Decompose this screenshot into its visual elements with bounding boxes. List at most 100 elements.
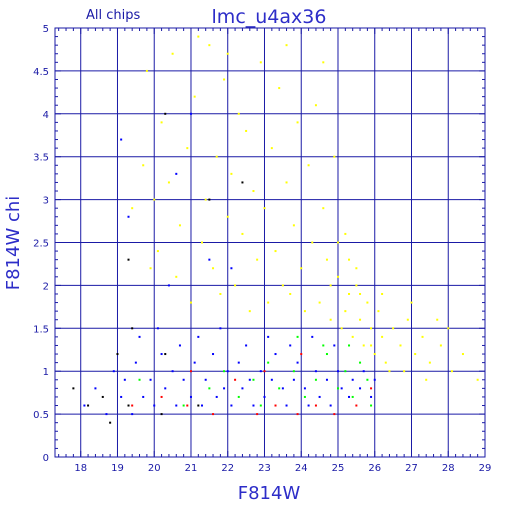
data-point [208, 44, 211, 47]
data-point [248, 310, 251, 313]
data-point [105, 413, 108, 416]
data-point [359, 292, 362, 295]
data-point [234, 378, 237, 381]
data-point [314, 378, 317, 381]
data-point [322, 344, 325, 347]
data-point [274, 404, 277, 407]
data-point [178, 344, 181, 347]
x-tick-label: 25 [332, 463, 345, 474]
data-point [212, 353, 215, 356]
data-point [138, 378, 141, 381]
data-point [311, 241, 314, 244]
data-point [193, 95, 196, 98]
data-point [145, 69, 148, 72]
x-tick-label: 20 [148, 463, 161, 474]
data-point [336, 241, 339, 244]
data-point [292, 224, 295, 227]
data-point [256, 413, 259, 416]
data-point [410, 301, 413, 304]
data-point [167, 284, 170, 287]
data-point [186, 404, 189, 407]
data-point [234, 284, 237, 287]
data-point [447, 327, 450, 330]
data-point [329, 284, 332, 287]
data-point [72, 387, 75, 390]
data-point [348, 395, 351, 398]
data-point [366, 378, 369, 381]
data-point [425, 378, 428, 381]
data-point [134, 361, 137, 364]
data-point [197, 404, 200, 407]
data-point [289, 292, 292, 295]
data-point [153, 198, 156, 201]
data-point [120, 138, 123, 141]
data-point [263, 370, 266, 373]
data-point [230, 172, 233, 175]
data-point [83, 404, 86, 407]
data-point [340, 327, 343, 330]
y-tick-label: 0 [43, 453, 49, 464]
data-point [370, 327, 373, 330]
x-tick-label: 29 [479, 463, 492, 474]
data-point [201, 241, 204, 244]
data-point [142, 395, 145, 398]
data-point [149, 267, 152, 270]
data-point [226, 370, 229, 373]
data-point [245, 129, 248, 132]
data-point [212, 413, 215, 416]
data-point [259, 370, 262, 373]
data-point [289, 344, 292, 347]
data-point [281, 284, 284, 287]
data-point [281, 387, 284, 390]
data-point [436, 318, 439, 321]
data-point [175, 404, 178, 407]
x-tick-label: 21 [185, 463, 198, 474]
data-point [303, 387, 306, 390]
data-point [373, 353, 376, 356]
chart-title: lmc_u4ax36 [212, 6, 327, 28]
data-point [267, 361, 270, 364]
y-tick-label: 2.5 [33, 239, 49, 250]
data-point [223, 370, 226, 373]
data-point [333, 155, 336, 158]
data-point [292, 370, 295, 373]
data-point [252, 190, 255, 193]
data-point [237, 361, 240, 364]
data-point [314, 404, 317, 407]
data-point [131, 207, 134, 210]
data-point [212, 267, 215, 270]
data-point [461, 353, 464, 356]
y-tick-label: 5 [43, 24, 49, 35]
data-point [318, 301, 321, 304]
data-point [171, 370, 174, 373]
data-point [333, 344, 336, 347]
y-tick-label: 3.5 [33, 153, 49, 164]
grid [55, 27, 486, 458]
data-point [223, 387, 226, 390]
data-point [388, 370, 391, 373]
data-point [292, 378, 295, 381]
data-point [182, 378, 185, 381]
data-point [300, 353, 303, 356]
data-point [270, 378, 273, 381]
data-point [329, 318, 332, 321]
data-point [318, 395, 321, 398]
data-point [285, 181, 288, 184]
data-point [303, 310, 306, 313]
data-point [370, 395, 373, 398]
data-point [285, 404, 288, 407]
data-point [428, 361, 431, 364]
data-point [307, 164, 310, 167]
data-point [274, 250, 277, 253]
data-point [189, 395, 192, 398]
data-point [303, 395, 306, 398]
data-point [223, 78, 226, 81]
data-point [362, 370, 365, 373]
data-point [370, 387, 373, 390]
data-point [263, 207, 266, 210]
data-point [142, 164, 145, 167]
data-point [340, 387, 343, 390]
data-point [153, 404, 156, 407]
data-point [348, 344, 351, 347]
